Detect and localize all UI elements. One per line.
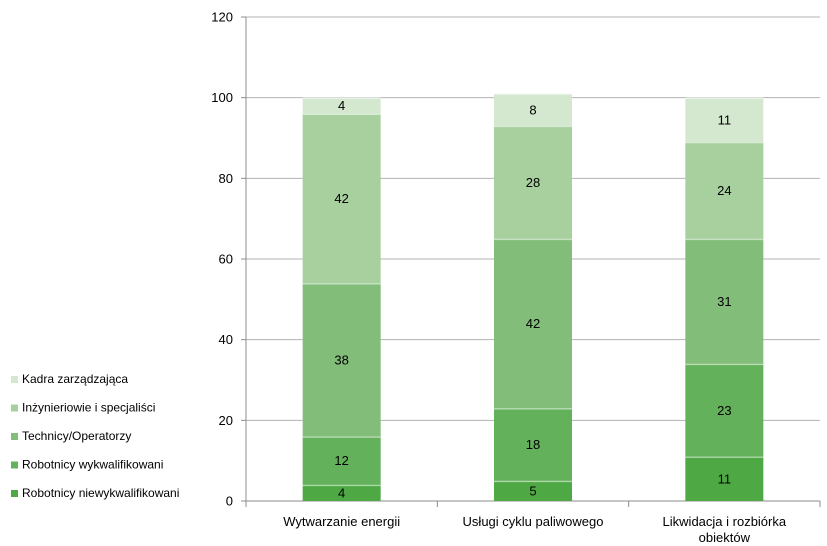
bar-segment [685,238,764,364]
y-tick-label: 100 [211,90,233,105]
bar-segment [685,97,764,143]
bar-segment [302,484,381,501]
legend-entry-label: Robotnicy niewykwalifikowani [22,486,179,500]
legend-swatch [11,490,18,497]
legend-swatch [11,404,18,412]
bar-segment [494,93,572,126]
data-label: 12 [334,453,348,468]
y-tick-label: 20 [219,413,233,428]
legend-entry-label: Technicy/Operatorzy [22,429,131,443]
legend-entry-label: Kadra zarządzająca [22,372,128,386]
bar-segment [685,456,764,501]
data-label: 4 [338,485,345,500]
y-tick-label: 40 [219,332,233,347]
x-category-label: Wytwarzanie energii [283,514,400,529]
legend-swatch [11,376,18,383]
bar-segment [302,436,381,485]
data-label: 18 [526,437,540,452]
category-labels: Wytwarzanie energii Usługi cyklu paliwowe… [283,514,787,545]
bar-segment [494,125,572,239]
x-category-label: obiektów [699,530,751,545]
data-label: 38 [334,352,348,367]
bar-segment [494,480,572,501]
data-label: 42 [526,316,540,331]
legend-entry-label: Robotnicy wykwalifikowani [22,458,163,472]
legend-entry-label: Inżynieriowie i specjaliści [22,401,155,415]
bars [302,93,764,501]
bar-segment [494,238,572,409]
bar-segment [494,408,572,481]
data-label: 24 [717,183,731,198]
x-category-label: Usługi cyklu paliwowego [463,514,604,529]
y-tick-label: 120 [211,10,233,25]
legend-swatch [11,433,18,440]
data-label: 11 [718,471,732,486]
data-label: 4 [338,98,345,113]
legend-swatch [11,461,18,469]
bar-segment [302,97,381,114]
data-label: 31 [717,294,731,309]
y-tick-label: 0 [226,494,233,509]
bar-segment [685,142,764,239]
data-label: 11 [718,112,732,127]
data-label: 5 [529,483,536,498]
bar-segment [685,363,764,457]
legend: Kadra zarządzająca Inżynieriowie i specja… [11,372,179,500]
data-label: 28 [526,175,540,190]
data-label: 8 [529,102,536,117]
data-label: 42 [334,191,348,206]
data-labels: 4 12 38 42 4 5 18 42 28 8 11 23 31 24 11 [334,98,731,500]
x-category-label: Likwidacja i rozbiórka [663,514,787,529]
data-label: 23 [717,403,731,418]
bar-segment [302,283,381,437]
y-tick-label: 80 [219,171,233,186]
y-tick-label: 60 [219,252,233,267]
bar-segment [302,113,381,284]
